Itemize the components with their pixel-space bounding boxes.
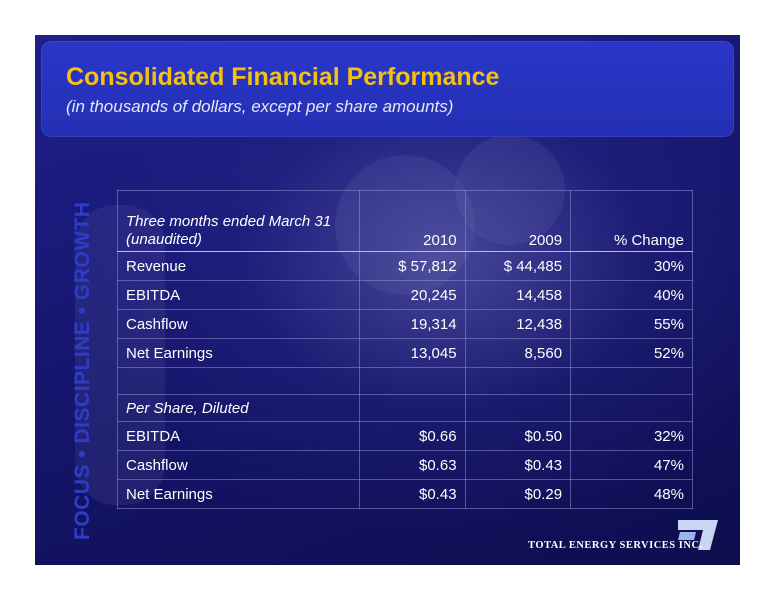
slide: Consolidated Financial Performance (in t… [35,35,740,565]
period-label: Three months ended March 31 [126,213,332,230]
value-change: 30% [570,251,693,281]
value-change: 40% [570,280,693,310]
value-2010: 19,314 [359,309,466,339]
row-label: EBITDA [117,280,360,310]
row-label: Cashflow [117,309,360,339]
value-2009: $0.29 [464,479,572,509]
company-name: TOTAL ENERGY SERVICES INC. [528,540,703,551]
table-row: EBITDA $0.66 $0.50 32% [117,421,693,451]
unaudited-label: (unaudited) [126,231,202,248]
table-row: Cashflow 19,314 12,438 55% [117,309,693,339]
table-row: Revenue $ 57,812 $ 44,485 30% [117,251,693,281]
column-header-2010: 2010 [359,190,466,252]
value-2009: $0.43 [464,450,572,480]
value-2010: $ 57,812 [359,251,466,281]
period-header: Three months ended March 31 (unaudited) [117,190,360,252]
table-row: Net Earnings $0.43 $0.29 48% [117,479,693,509]
row-label: Net Earnings [117,338,360,368]
table-row: Net Earnings 13,045 8,560 52% [117,338,693,368]
per-share-heading: Per Share, Diluted [117,394,360,422]
slide-subtitle: (in thousands of dollars, except per sha… [66,97,454,116]
row-label: Revenue [117,251,360,281]
total-energy-logo-icon [678,520,718,550]
value-2009: 12,438 [464,309,572,339]
value-change: 47% [570,450,693,480]
value-change: 48% [570,479,693,509]
value-2010: $0.66 [359,421,466,451]
table-header-row: Three months ended March 31 (unaudited) … [117,190,693,252]
row-label: Net Earnings [117,479,360,509]
value-change: 55% [570,309,693,339]
value-2010: $0.43 [359,479,466,509]
table-spacer-row [117,367,693,395]
value-change: 52% [570,338,693,368]
row-label: EBITDA [117,421,360,451]
value-2010: $0.63 [359,450,466,480]
value-2009: $ 44,485 [464,251,572,281]
column-header-change: % Change [570,190,693,252]
value-2010: 20,245 [359,280,466,310]
title-banner: Consolidated Financial Performance (in t… [41,41,734,137]
value-2009: 14,458 [464,280,572,310]
value-2010: 13,045 [359,338,466,368]
table-row: Cashflow $0.63 $0.43 47% [117,450,693,480]
value-change: 32% [570,421,693,451]
value-2009: 8,560 [464,338,572,368]
vertical-tagline: FOCUS • DISCIPLINE • GROWTH [71,201,94,540]
row-label: Cashflow [117,450,360,480]
column-header-2009: 2009 [464,190,572,252]
company-logo: TOTAL ENERGY SERVICES INC. [528,516,728,556]
value-2009: $0.50 [464,421,572,451]
table-row: EBITDA 20,245 14,458 40% [117,280,693,310]
section-header-row: Per Share, Diluted [117,394,693,422]
slide-title: Consolidated Financial Performance [66,63,500,91]
financial-table: Three months ended March 31 (unaudited) … [117,190,693,509]
